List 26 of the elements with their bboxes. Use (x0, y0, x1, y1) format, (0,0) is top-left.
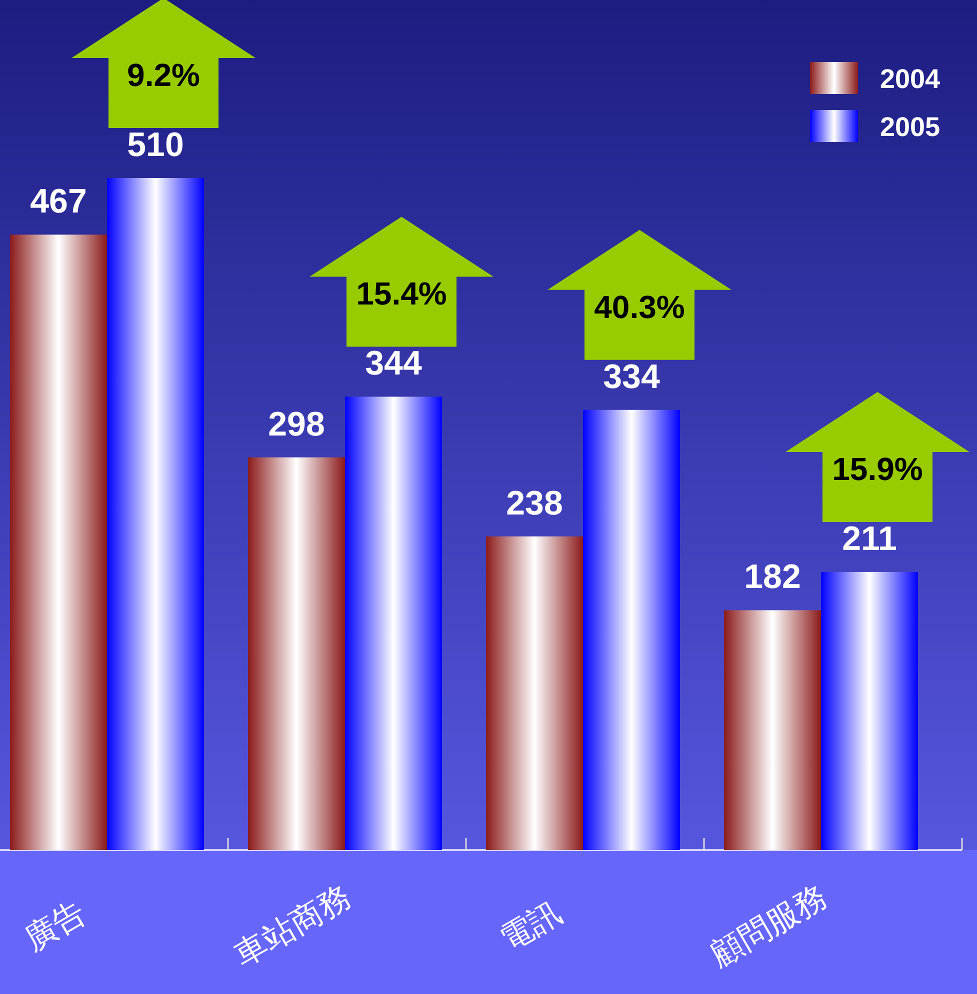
data-label: 238 (506, 484, 563, 522)
data-label: 344 (365, 344, 422, 383)
bar (345, 396, 442, 850)
bar (724, 610, 821, 850)
bar (486, 536, 583, 850)
text: 9.2% (127, 57, 200, 93)
x-tick-label: 廣告 (18, 894, 92, 958)
x-tick-label: 顧問服務 (704, 878, 833, 974)
x-tick-label: 電訊 (494, 894, 568, 958)
annotation: 15.9% (832, 450, 923, 487)
data-label: 334 (603, 358, 660, 396)
bar (107, 178, 204, 850)
data-label: 182 (744, 558, 801, 596)
bar (248, 457, 345, 850)
data-label: 467 (30, 182, 87, 221)
bar (10, 234, 107, 850)
data-label: 211 (842, 520, 897, 558)
bar (583, 410, 680, 850)
annotation: 40.3% (594, 288, 685, 325)
x-tick-label: 車站商務 (228, 878, 357, 974)
bar (821, 572, 918, 850)
legend-label: 2004 (880, 64, 940, 94)
annotation: 15.4% (356, 276, 447, 312)
data-label: 298 (268, 405, 325, 444)
legend-label: 2005 (880, 112, 940, 142)
data-label: 510 (127, 126, 184, 164)
